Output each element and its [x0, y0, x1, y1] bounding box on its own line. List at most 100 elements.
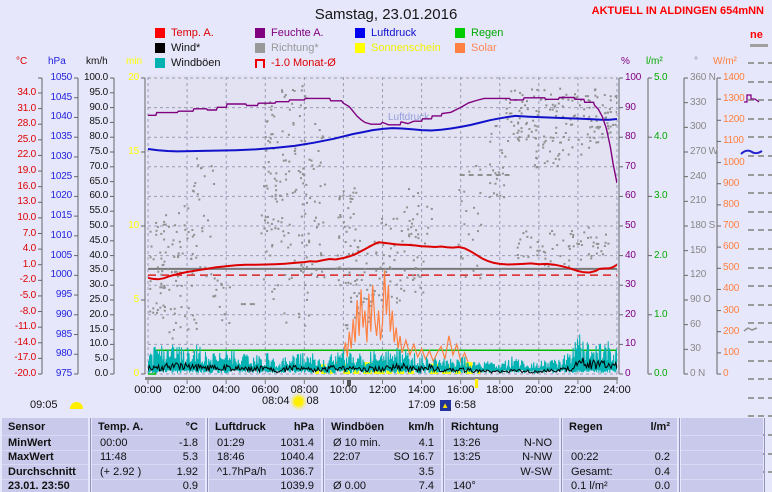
axis-tick-deg: 300	[690, 122, 706, 132]
day-length-annot: 09:05	[30, 399, 83, 411]
axis-tick-wm2: 1000	[723, 158, 744, 168]
axis-tick-kmh: 55.0	[68, 206, 108, 216]
legend-swatch	[455, 28, 465, 38]
legend-item--1-0-monat-: -1.0 Monat-Ø	[255, 57, 336, 69]
axis-tick-kmh: 80.0	[68, 132, 108, 142]
mini-panel-dash	[758, 378, 764, 380]
table-row-label: MinWert	[2, 437, 88, 449]
axis-tick-temp: -14.0	[0, 338, 36, 348]
x-axis-tick: 02:00	[167, 384, 207, 396]
table-separator	[207, 418, 208, 492]
table-row-label: Durchschnitt	[2, 466, 88, 478]
axis-tick-temp: -11.0	[0, 322, 36, 332]
mini-panel-dash	[748, 341, 754, 343]
table-header-unit: hPa	[271, 421, 321, 433]
legend-item-wind-: Wind*	[155, 42, 200, 54]
mini-panel-dash	[748, 378, 754, 380]
axis-tick-wm2: 800	[723, 200, 739, 210]
mini-panel-dash	[768, 174, 772, 176]
mini-panel-dash	[768, 62, 772, 64]
table-row: MaxWert	[2, 450, 88, 465]
axis-tick-temp: 28.0	[0, 119, 36, 129]
axis-tick-lm2: 4.0	[654, 132, 667, 142]
sunset-extra: 6:58	[455, 399, 476, 411]
axis-tick-hpa: 1030	[32, 152, 72, 162]
legend-label: Solar	[471, 42, 497, 54]
status-banner: AKTUELL IN ALDINGEN 654mNN	[592, 5, 764, 17]
mini-panel-dash	[768, 192, 772, 194]
sunset-time: 17:09	[408, 399, 436, 411]
table-separator	[443, 418, 444, 492]
legend-item-windb-en: Windböen	[155, 57, 221, 69]
mini-panel-dash	[758, 81, 764, 83]
table-cell-value: 1036.7	[271, 466, 321, 478]
table-row: Ø 10 min.4.1	[325, 435, 441, 450]
legend-label: Temp. A.	[171, 27, 214, 39]
plot-area[interactable]	[148, 75, 617, 378]
axis-tick-lm2: 5.0	[654, 73, 667, 83]
axis-tick-hpa: 1050	[32, 73, 72, 83]
mini-panel-dash	[768, 378, 772, 380]
table-cell-value: 1039.9	[271, 480, 321, 492]
axis-tick-temp: 1.0	[0, 260, 36, 270]
axis-unit-pct: %	[621, 57, 630, 67]
mini-panel-dash	[748, 211, 754, 213]
axis-tick-hpa: 1025	[32, 172, 72, 182]
x-axis-tick: 04:00	[206, 384, 246, 396]
mini-panel-dash	[748, 99, 754, 101]
mini-panel-dash	[758, 341, 764, 343]
axis-tick-pct: 0	[625, 369, 630, 379]
table-cell-value: 7.4	[389, 480, 441, 492]
axis-tick-lm2: 2.0	[654, 251, 667, 261]
table-cell-value: 1040.4	[271, 451, 321, 463]
mini-panel-dash	[768, 415, 772, 417]
mini-panel-clipped-label: ne	[750, 29, 771, 41]
axis-tick-pct: 80	[625, 132, 636, 142]
table-row	[681, 450, 763, 465]
table-cell-value: N-NO	[508, 437, 559, 449]
axis-tick-hpa: 990	[32, 310, 72, 320]
table-row: (+ 2.92 )1.92	[92, 464, 205, 479]
axis-unit-lm2: l/m²	[646, 57, 663, 67]
mini-panel-dash	[768, 322, 772, 324]
mini-panel-dash	[768, 341, 772, 343]
axis-tick-deg: 360 N	[690, 73, 716, 83]
table-cell-value: 1031.4	[271, 437, 321, 449]
axis-tick-pct: 100	[625, 73, 641, 83]
axis-tick-hpa: 1015	[32, 211, 72, 221]
axis-tick-wm2: 300	[723, 306, 739, 316]
axis-tick-wm2: 600	[723, 242, 739, 252]
axis-tick-min: 10	[99, 221, 139, 231]
axis-tick-hpa: 1005	[32, 251, 72, 261]
mini-panel-bar	[750, 44, 768, 47]
x-axis-tick: 12:00	[363, 384, 403, 396]
axis-tick-temp: 10.0	[0, 213, 36, 223]
table-row: MinWert	[2, 435, 88, 450]
axis-tick-temp: -2.0	[0, 275, 36, 285]
axis-tick-hpa: 1020	[32, 191, 72, 201]
sun-half-icon	[70, 402, 83, 409]
mini-panel-dash	[758, 155, 764, 157]
legend-label: Wind*	[171, 42, 200, 54]
mini-panel-dash	[748, 267, 754, 269]
table-cell-value: 0.2	[626, 451, 677, 463]
axis-tick-temp: -17.0	[0, 353, 36, 363]
axis-tick-deg: 240	[690, 172, 706, 182]
mini-panel-dash	[748, 229, 754, 231]
axis-tick-min: 5	[99, 295, 139, 305]
table-cell-label: 01:29	[209, 437, 271, 449]
table-cell-value: W-SW	[508, 466, 559, 478]
table-row-label: 23.01. 23:50	[2, 480, 88, 492]
axis-tick-deg: 270 W	[690, 147, 718, 157]
table-row	[681, 464, 763, 479]
sunrise-time: 08:04	[262, 395, 290, 407]
mini-panel-dash	[748, 397, 754, 399]
mini-panel-dash	[758, 99, 764, 101]
axis-tick-wm2: 200	[723, 327, 739, 337]
